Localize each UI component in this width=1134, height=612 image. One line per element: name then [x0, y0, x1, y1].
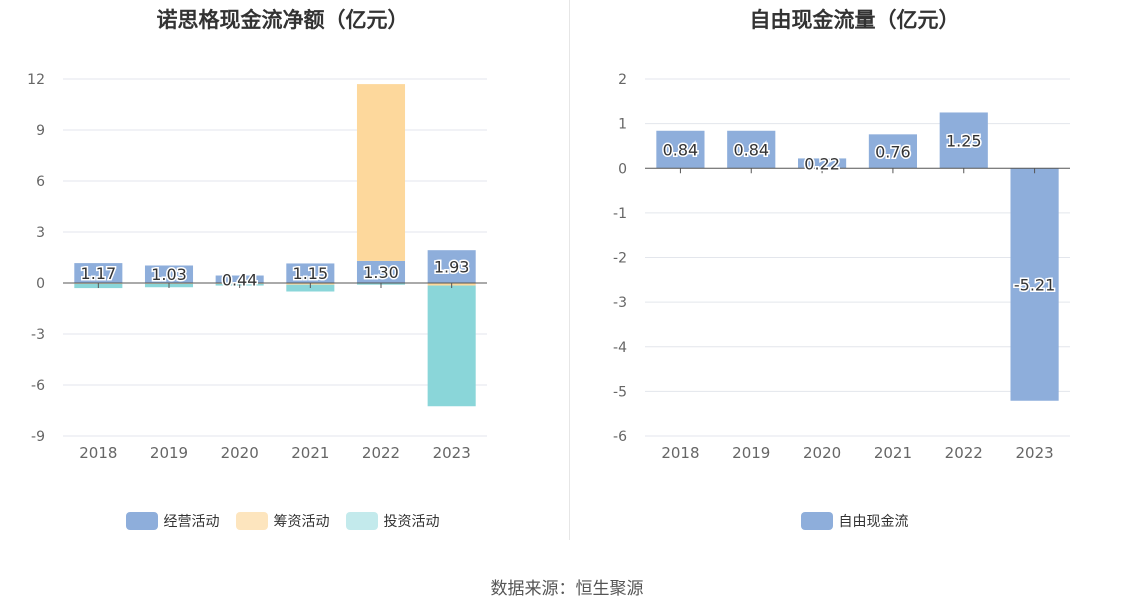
bar-经营活动-2021[interactable]	[286, 263, 335, 283]
bar-自由现金流-2019[interactable]	[727, 130, 776, 169]
bar-经营活动-2018[interactable]	[74, 263, 123, 283]
bar-经营活动-2023[interactable]	[427, 250, 476, 283]
y-tick-label: -3	[31, 327, 45, 343]
y-tick-label: 12	[27, 72, 45, 88]
free-cash-flow-chart: 2 1 0 -1 -2 -3 -4 -5 -6 0.84 0.84 0.22 0.76 1.25 -5.21…	[613, 72, 1070, 462]
legend-item-financing[interactable]: 筹资活动	[235, 511, 330, 531]
data-label: -5.21	[1014, 275, 1055, 294]
x-tick-label: 2021	[874, 444, 912, 462]
data-label: 0.84	[663, 141, 699, 160]
chart-title-cash-flow-net: 诺思格现金流净额（亿元）	[156, 8, 409, 32]
legend-swatch-investing	[345, 512, 378, 530]
bar-自由现金流-2023[interactable]	[1010, 168, 1059, 401]
y-tick-label: -5	[613, 384, 627, 400]
x-tick-label: 2020	[803, 444, 841, 462]
data-label: 1.25	[946, 131, 982, 150]
data-source-label: 数据来源：	[490, 579, 576, 599]
cash-flow-net-panel: 诺思格现金流净额（亿元） 12 9 6 3 0 -3 -6 -9 1.17 1.03 0.44 1.1…	[0, 0, 565, 545]
legend-item-free-cash-flow[interactable]: 自由现金流	[800, 511, 909, 531]
bar-自由现金流-2021[interactable]	[868, 134, 917, 169]
y-tick-label: 9	[36, 123, 45, 139]
x-tick-label: 2018	[79, 444, 117, 462]
x-tick-label: 2022	[362, 444, 400, 462]
bar-经营活动-2020[interactable]	[215, 275, 264, 283]
legend-item-operating[interactable]: 经营活动	[125, 511, 220, 531]
data-label: 0.84	[733, 141, 769, 160]
y-tick-label: -9	[31, 429, 45, 445]
data-label: 1.17	[81, 264, 117, 283]
data-source: 数据来源：恒生聚源	[0, 574, 1134, 599]
bar-经营活动-2022[interactable]	[356, 260, 406, 283]
x-tick-label: 2021	[291, 444, 329, 462]
y-tick-label: -4	[613, 340, 627, 356]
bar-投资活动-2021[interactable]	[286, 284, 335, 292]
data-label: 1.03	[151, 265, 187, 284]
x-tick-label: 2023	[1015, 444, 1053, 462]
panel-divider	[569, 0, 570, 540]
y-tick-label: 1	[618, 117, 627, 133]
data-label: 0.44	[222, 270, 258, 289]
bar-自由现金流-2022[interactable]	[939, 112, 988, 169]
y-tick-label: -2	[613, 251, 627, 267]
y-tick-label: -3	[613, 295, 627, 311]
legend-item-investing[interactable]: 投资活动	[345, 511, 440, 531]
y-tick-label: -6	[613, 429, 627, 445]
x-tick-label: 2019	[150, 444, 188, 462]
y-tick-label: 2	[618, 72, 627, 88]
data-label: 0.22	[804, 154, 840, 173]
data-source-name: 恒生聚源	[575, 579, 644, 599]
y-tick-label: -1	[613, 206, 627, 222]
bar-经营活动-2019[interactable]	[144, 265, 194, 283]
y-tick-label: 3	[36, 225, 45, 241]
x-tick-label: 2018	[661, 444, 699, 462]
data-label: 1.93	[434, 258, 470, 277]
data-label: 1.15	[293, 264, 329, 283]
legend-cash-flow-net: 经营活动 筹资活动 投资活动	[0, 511, 565, 531]
y-tick-label: 0	[36, 276, 45, 292]
legend-swatch-operating	[125, 512, 158, 530]
chart-title-free-cash-flow: 自由现金流量（亿元）	[749, 8, 960, 32]
legend-swatch-financing	[235, 512, 268, 530]
bar-自由现金流-2020[interactable]	[798, 158, 847, 169]
legend-swatch-free-cash-flow	[800, 512, 833, 530]
y-tick-label: 6	[36, 174, 45, 190]
legend-free-cash-flow: 自由现金流	[575, 511, 1134, 531]
legend-label-financing: 筹资活动	[273, 514, 330, 530]
y-tick-label: -6	[31, 378, 45, 394]
bar-筹资活动-2022[interactable]	[356, 84, 406, 261]
legend-label-investing: 投资活动	[383, 514, 440, 530]
bar-自由现金流-2018[interactable]	[656, 130, 705, 169]
free-cash-flow-panel: 自由现金流量（亿元） 2 1 0 -1 -2 -3 -4 -5 -6 0.84 0.84 0.22 0.…	[575, 0, 1134, 545]
bar-投资活动-2023[interactable]	[427, 285, 476, 407]
data-label: 0.76	[875, 142, 911, 161]
legend-label-free-cash-flow: 自由现金流	[838, 514, 909, 530]
x-tick-label: 2022	[945, 444, 983, 462]
x-tick-label: 2023	[433, 444, 471, 462]
legend-label-operating: 经营活动	[163, 514, 220, 530]
data-label: 1.30	[363, 263, 399, 282]
x-tick-label: 2019	[732, 444, 770, 462]
cash-flow-net-chart: 12 9 6 3 0 -3 -6 -9 1.17 1.03 0.44 1.15 1.30 1.93 2018…	[27, 72, 487, 462]
x-tick-label: 2020	[221, 444, 259, 462]
y-tick-label: 0	[618, 161, 627, 177]
